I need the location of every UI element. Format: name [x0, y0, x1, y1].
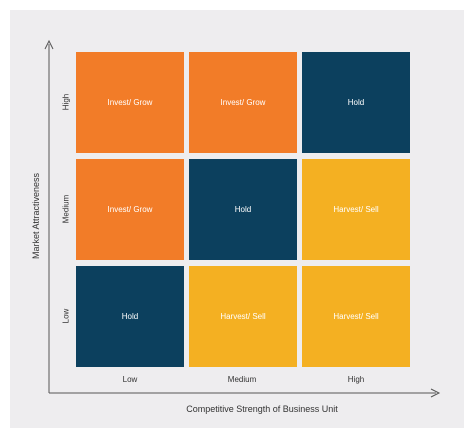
x-axis-title: Competitive Strength of Business Unit: [186, 404, 338, 414]
y-axis-title: Market Attractiveness: [31, 172, 41, 260]
cell-high-medium: Invest/ Grow: [189, 52, 297, 153]
cell-low-high: Harvest/ Sell: [302, 266, 410, 367]
cell-medium-high: Harvest/ Sell: [302, 159, 410, 260]
cell-low-medium: Harvest/ Sell: [189, 266, 297, 367]
cell-medium-low: Invest/ Grow: [76, 159, 184, 260]
y-level-low: Low: [61, 308, 71, 324]
y-level-medium: Medium: [61, 194, 71, 224]
cell-medium-medium: Hold: [189, 159, 297, 260]
x-level-high: High: [347, 375, 365, 384]
cell-high-low: Invest/ Grow: [76, 52, 184, 153]
x-axis-arrow: [430, 388, 441, 398]
y-axis-arrow: [44, 39, 54, 50]
y-level-high: High: [61, 93, 71, 111]
x-level-medium: Medium: [227, 375, 257, 384]
cell-low-low: Hold: [76, 266, 184, 367]
x-level-low: Low: [122, 375, 138, 384]
cell-high-high: Hold: [302, 52, 410, 153]
